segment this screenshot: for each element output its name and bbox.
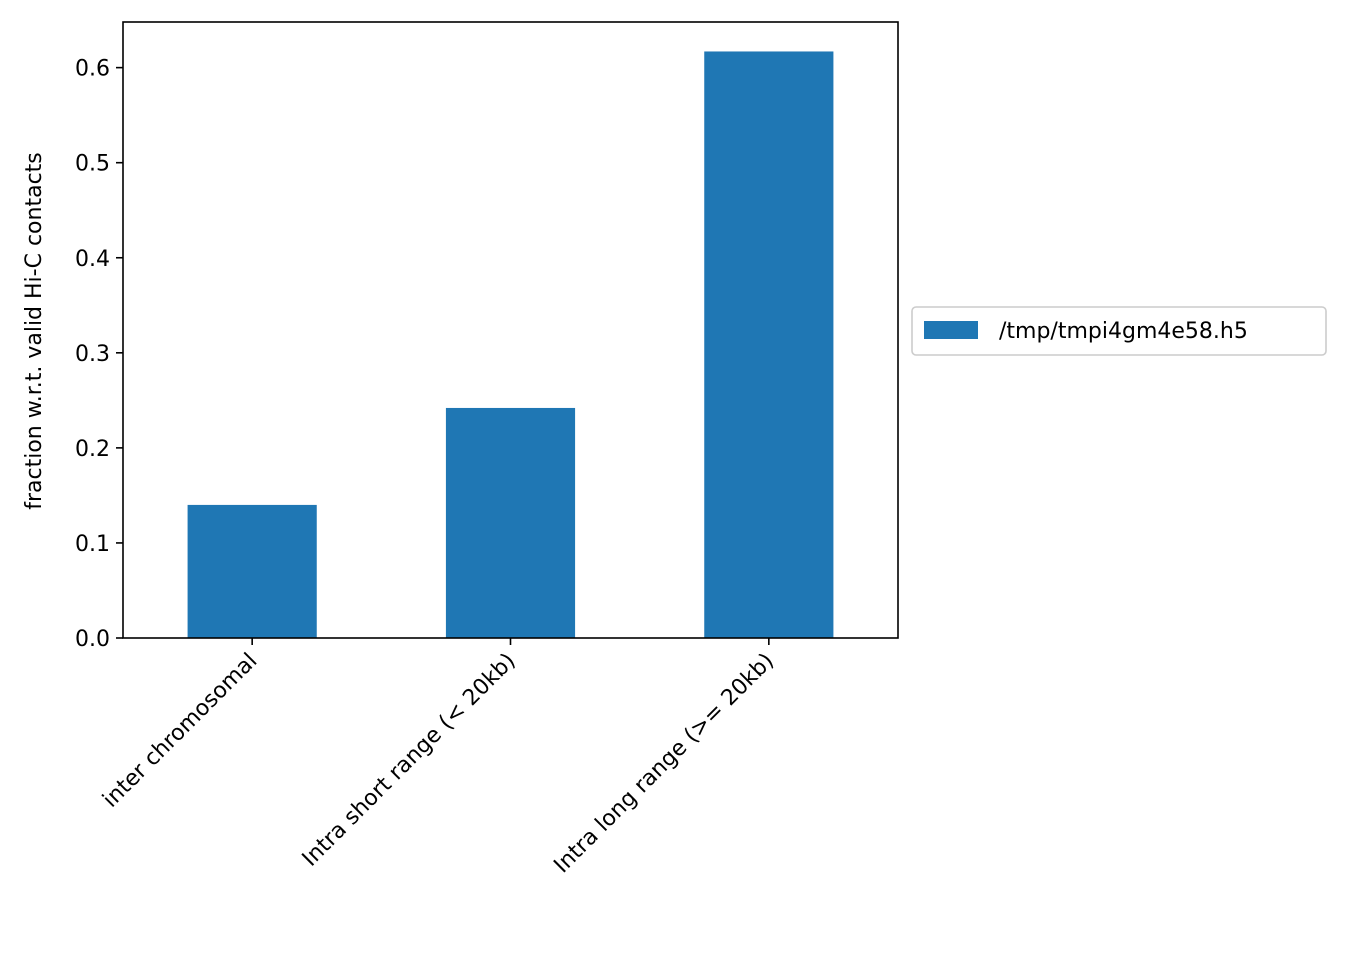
y-tick-label: 0.5 [75, 152, 110, 177]
bar [704, 51, 834, 639]
x-tick-label: Intra short range (< 20kb) [298, 649, 521, 872]
y-tick-label: 0.3 [75, 342, 110, 367]
y-tick-label: 0.2 [75, 437, 110, 462]
bar [187, 504, 317, 638]
x-axis: inter chromosomal Intra short range (< 20… [98, 638, 779, 878]
y-axis: 0.0 0.1 0.2 0.3 0.4 0.5 0.6 [75, 57, 123, 652]
y-tick-label: 0.6 [75, 57, 110, 82]
legend-label: /tmp/tmpi4gm4e58.h5 [999, 319, 1248, 344]
bars-group [187, 51, 834, 639]
y-tick-label: 0.0 [75, 627, 110, 652]
y-axis-label: fraction w.r.t. valid Hi-C contacts [22, 152, 47, 510]
x-tick-label: inter chromosomal [98, 649, 262, 813]
y-tick-label: 0.4 [75, 247, 110, 272]
legend: /tmp/tmpi4gm4e58.h5 [911, 306, 1327, 356]
legend-frame [911, 306, 1327, 356]
legend-swatch [924, 321, 978, 339]
x-tick-label: Intra long range (>= 20kb) [549, 649, 779, 879]
bar [445, 407, 576, 638]
y-tick-label: 0.1 [75, 532, 110, 557]
